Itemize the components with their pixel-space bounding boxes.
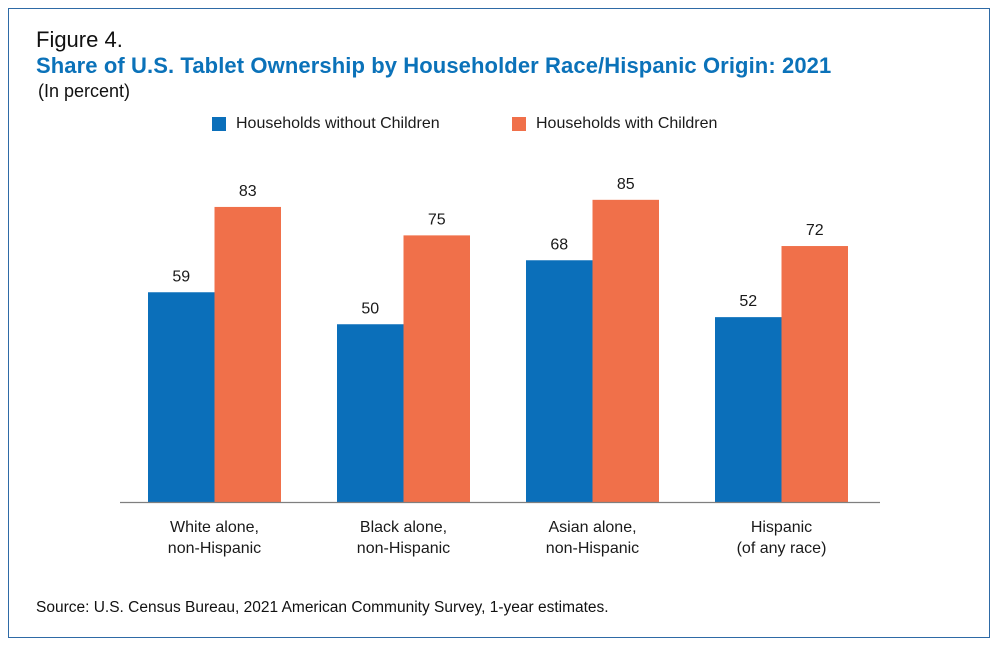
data-label-hispanic-without-children: 52 — [739, 293, 757, 310]
category-label-white-line-2: non-Hispanic — [168, 540, 261, 557]
category-label-asian-line-2: non-Hispanic — [546, 540, 639, 557]
data-label-hispanic-with-children: 72 — [806, 222, 824, 239]
data-label-black-with-children: 75 — [428, 211, 446, 228]
bar-hispanic-with-children — [781, 246, 848, 502]
bar-asian-with-children — [592, 199, 659, 502]
data-label-asian-without-children: 68 — [550, 236, 568, 253]
bar-white-without-children — [148, 292, 215, 502]
category-label-hispanic-line-2: (of any race) — [737, 540, 827, 557]
data-label-asian-with-children: 85 — [617, 176, 635, 193]
category-label-hispanic-line-1: Hispanic — [751, 519, 812, 536]
legend-swatch-with-children — [512, 117, 526, 131]
chart-subtitle: (In percent) — [38, 81, 131, 101]
category-label-black-line-1: Black alone, — [360, 519, 447, 536]
figure-label: Figure 4. — [36, 27, 123, 52]
category-label-asian-line-1: Asian alone, — [548, 519, 636, 536]
bar-black-with-children — [403, 235, 470, 502]
bar-asian-without-children — [526, 260, 593, 502]
data-label-black-without-children: 50 — [361, 300, 379, 317]
bar-black-without-children — [337, 324, 404, 502]
figure-frame — [8, 8, 990, 638]
source-note: Source: U.S. Census Bureau, 2021 America… — [36, 599, 609, 616]
data-label-white-with-children: 83 — [239, 183, 257, 200]
legend-label-with-children: Households with Children — [536, 115, 718, 132]
data-label-white-without-children: 59 — [172, 268, 190, 285]
bar-hispanic-without-children — [715, 317, 782, 502]
chart-title: Share of U.S. Tablet Ownership by Househ… — [36, 53, 832, 78]
bar-white-with-children — [214, 206, 281, 502]
legend-label-without-children: Households without Children — [236, 115, 440, 132]
category-label-black-line-2: non-Hispanic — [357, 540, 450, 557]
category-label-white-line-1: White alone, — [170, 519, 259, 536]
legend-item-without-children: Households without Children — [212, 115, 440, 133]
legend-item-with-children: Households with Children — [512, 115, 717, 133]
legend-swatch-without-children — [212, 117, 226, 131]
